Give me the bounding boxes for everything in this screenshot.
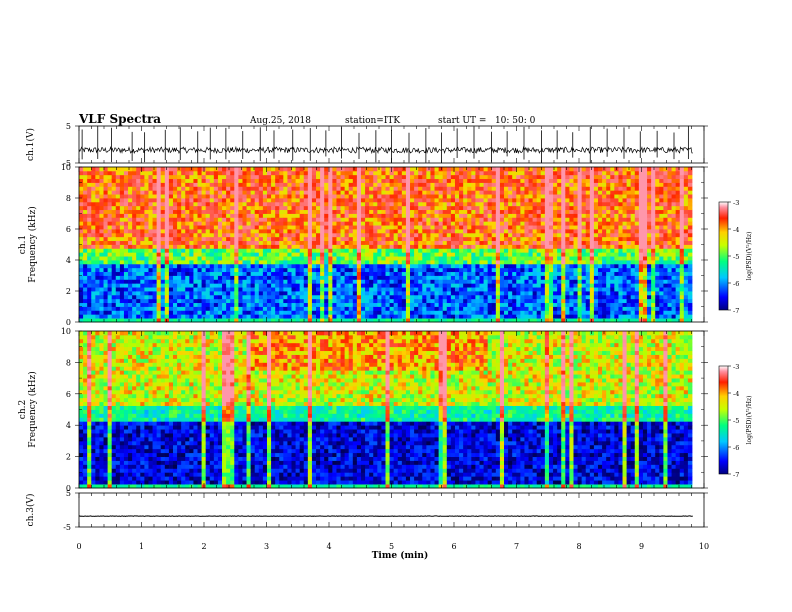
colorbar-tick-label: -4 xyxy=(733,390,739,398)
y-tick-label: 2 xyxy=(66,287,71,296)
x-tick-label: 2 xyxy=(201,542,206,551)
colorbar-scale xyxy=(718,201,729,311)
y-tick-label: 4 xyxy=(66,256,71,265)
y-tick-label: 6 xyxy=(66,225,71,234)
y-tick-label: 10 xyxy=(61,163,71,172)
y-axis-label: Frequency (kHz) xyxy=(27,371,38,448)
y-tick-label: 4 xyxy=(66,421,71,430)
y-tick-label: 5 xyxy=(66,122,71,131)
ch3-waveform-trace xyxy=(78,515,693,517)
y-tick-label: 2 xyxy=(66,453,71,462)
y-tick-label: -5 xyxy=(63,523,71,532)
ch1-waveform-panel: 5 -5 ch.1(V) xyxy=(25,122,708,168)
x-tick-label: 6 xyxy=(451,542,456,551)
station-label: station=ITK xyxy=(345,116,400,126)
y-tick-label: 5 xyxy=(66,489,71,498)
x-tick-label: 8 xyxy=(576,542,581,551)
colorbar-tick-label: -6 xyxy=(733,280,739,288)
date-label: Aug.25, 2018 xyxy=(249,116,311,126)
colorbar-label: log(PSD)(V²/Hz) xyxy=(746,396,753,445)
colorbar-tick-label: -5 xyxy=(733,417,739,425)
y-axis-label: Frequency (kHz) xyxy=(27,206,38,283)
ch2-colorbar: -3 -4 -5 -6 -7 log(PSD)(V²/Hz) xyxy=(718,363,753,479)
x-tick-label: 4 xyxy=(326,542,331,551)
ch1-colorbar: -3 -4 -5 -6 -7 log(PSD)(V²/Hz) xyxy=(718,199,753,315)
ch1-spectrogram-panel: 0 2 4 6 8 10 ch.1 Frequency (kHz) xyxy=(18,163,708,327)
y-axis-label: ch.1 xyxy=(18,235,28,254)
y-axis-label: ch.1(V) xyxy=(25,128,36,161)
ch2-spectrogram-panel: 0 2 4 6 8 10 ch.2 Frequency (kHz) xyxy=(18,327,708,493)
y-tick-label: 10 xyxy=(61,327,71,336)
y-axis-label: ch.3(V) xyxy=(25,494,36,527)
y-axis-label: ch.2 xyxy=(18,400,28,419)
x-tick-label: 3 xyxy=(264,542,269,551)
colorbar-scale xyxy=(718,365,729,475)
y-tick-label: 8 xyxy=(66,194,71,203)
colorbar-tick-label: -3 xyxy=(733,363,739,371)
colorbar-label: log(PSD)(V²/Hz) xyxy=(746,232,753,281)
y-tick-label: 8 xyxy=(66,358,71,367)
ch3-waveform-panel: 5 -5 ch.3(V) xyxy=(25,489,708,532)
x-tick-label: 10 xyxy=(699,542,709,551)
x-tick-label: 7 xyxy=(514,542,519,551)
colorbar-tick-label: -5 xyxy=(733,253,739,261)
x-tick-label: 1 xyxy=(139,542,144,551)
time-axis: 0 1 2 3 4 5 6 7 8 9 10 xyxy=(76,542,709,551)
colorbar-tick-label: -4 xyxy=(733,226,739,234)
colorbar-tick-label: -6 xyxy=(733,444,739,452)
ch1-waveform-trace xyxy=(78,145,693,155)
y-tick-label: -5 xyxy=(63,159,71,168)
x-tick-label: 9 xyxy=(639,542,644,551)
x-tick-label: 0 xyxy=(76,542,81,551)
x-axis-label: Time (min) xyxy=(372,550,429,561)
y-tick-label: 0 xyxy=(66,318,71,327)
ch1-spectrogram-cells xyxy=(79,167,704,323)
panel-frame xyxy=(78,492,705,528)
y-tick-label: 6 xyxy=(66,390,71,399)
start-ut-label: start UT = 10: 50: 0 xyxy=(438,116,536,126)
x-tick-label: 5 xyxy=(389,542,394,551)
colorbar-tick-label: -3 xyxy=(733,199,739,207)
figure-title: VLF Spectra xyxy=(78,112,161,126)
y-tick-label: 0 xyxy=(66,484,71,493)
colorbar-tick-label: -7 xyxy=(733,307,739,315)
ch2-spectrogram-cells xyxy=(79,331,704,489)
colorbar-tick-label: -7 xyxy=(733,471,739,479)
